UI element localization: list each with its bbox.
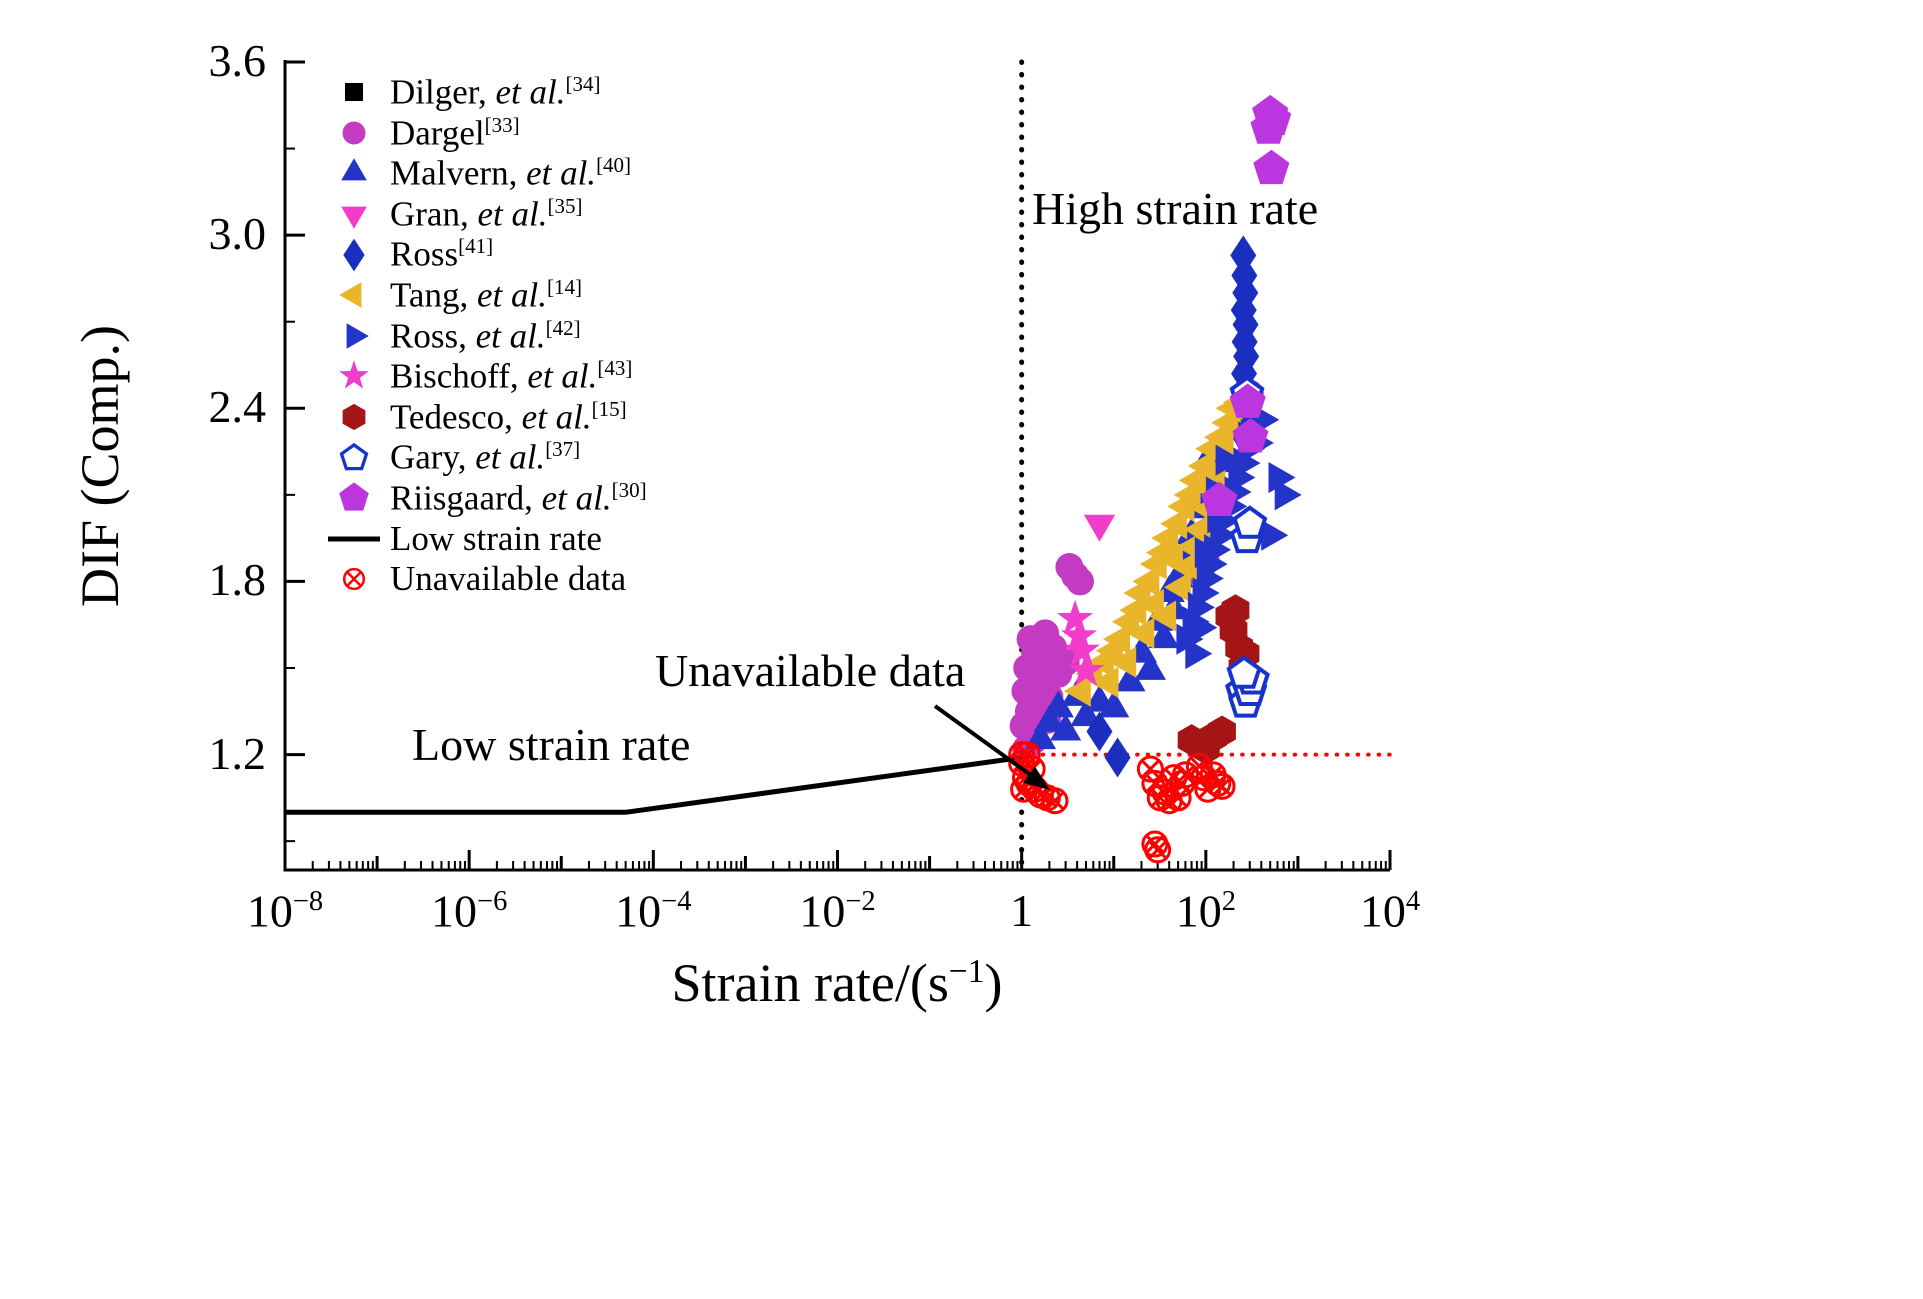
legend-label: Ross[41] [390, 234, 494, 274]
legend-item-tedesco: Tedesco, et al.[15] [326, 397, 647, 438]
legend-label: Tang, et al.[14] [390, 274, 582, 315]
x-tick-label: 1 [1010, 885, 1034, 936]
legend-label: Riisgaard, et al.[30] [390, 477, 647, 518]
legend-item-ross41: Ross[41] [326, 234, 647, 275]
y-tick-label: 3.6 [208, 35, 267, 86]
y-tick-label: 1.2 [208, 727, 267, 779]
gary-marker-icon [326, 438, 390, 478]
dilger-marker-icon [326, 72, 390, 112]
legend-label: Gran, et al.[35] [390, 193, 583, 234]
low-strain-line-marker-icon [326, 519, 390, 559]
tedesco-marker-icon [326, 397, 390, 437]
legend-label: Malvern, et al.[40] [390, 153, 632, 193]
x-tick-label: 10−4 [615, 885, 692, 937]
y-tick-label: 1.8 [208, 554, 267, 606]
legend-item-gran: Gran, et al.[35] [326, 194, 647, 235]
x-tick-label: 104 [1359, 885, 1421, 937]
unavailable-marker-icon [326, 559, 390, 599]
legend-label: Dilger, et al.[34] [390, 71, 601, 112]
x-tick-label: 10−2 [799, 885, 876, 937]
legend-item-unavailable: Unavailable data [326, 559, 647, 600]
tang-marker-icon [326, 275, 390, 315]
bischoff-marker-icon [326, 356, 390, 396]
x-axis-title-close: ) [984, 953, 1003, 1013]
legend-item-dilger: Dilger, et al.[34] [326, 72, 647, 113]
legend-label: Tedesco, et al.[15] [390, 396, 627, 437]
legend-label: Bischoff, et al.[43] [390, 356, 633, 396]
gran-marker-icon [326, 194, 390, 234]
y-axis-title: DIF (Comp.) [70, 325, 130, 607]
legend-label: Dargel[33] [390, 112, 520, 153]
x-tick-label: 102 [1175, 885, 1236, 937]
legend-item-tang: Tang, et al.[14] [326, 275, 647, 316]
riisgaard-marker-icon [326, 478, 390, 518]
legend-label: Unavailable data [390, 559, 627, 599]
legend-item-low-strain-line: Low strain rate [326, 519, 647, 560]
legend-item-malvern: Malvern, et al.[40] [326, 153, 647, 194]
x-axis-title-sup: −1 [948, 953, 985, 990]
dargel-marker-icon [326, 113, 390, 153]
legend-label: Gary, et al.[37] [390, 437, 581, 477]
legend-label: Low strain rate [390, 518, 602, 558]
x-tick-label: 10−6 [430, 885, 508, 937]
annotation-low-strain-rate: Low strain rate [412, 719, 691, 770]
legend-item-ross42: Ross, et al.[42] [326, 316, 647, 357]
ross41-marker-icon [326, 235, 390, 275]
annotation-high-strain-rate: High strain rate [1032, 183, 1319, 234]
y-tick-label: 3.0 [208, 208, 267, 260]
x-tick-label: 10−8 [246, 885, 324, 937]
x-axis-title: Strain rate/(s−1) [557, 952, 1117, 1014]
legend: Dilger, et al.[34] Dargel[33] Malvern, et … [326, 72, 647, 600]
legend-item-gary: Gary, et al.[37] [326, 437, 647, 478]
legend-item-riisgaard: Riisgaard, et al.[30] [326, 478, 647, 519]
legend-item-dargel: Dargel[33] [326, 113, 647, 154]
legend-label: Ross, et al.[42] [390, 315, 581, 356]
y-tick-label: 2.4 [208, 381, 267, 433]
legend-item-bischoff: Bischoff, et al.[43] [326, 356, 647, 397]
annotation-unavailable-data: Unavailable data [655, 645, 966, 696]
ross42-marker-icon [326, 316, 390, 356]
malvern-marker-icon [326, 153, 390, 193]
x-axis-title-text: Strain rate/(s [671, 953, 949, 1013]
